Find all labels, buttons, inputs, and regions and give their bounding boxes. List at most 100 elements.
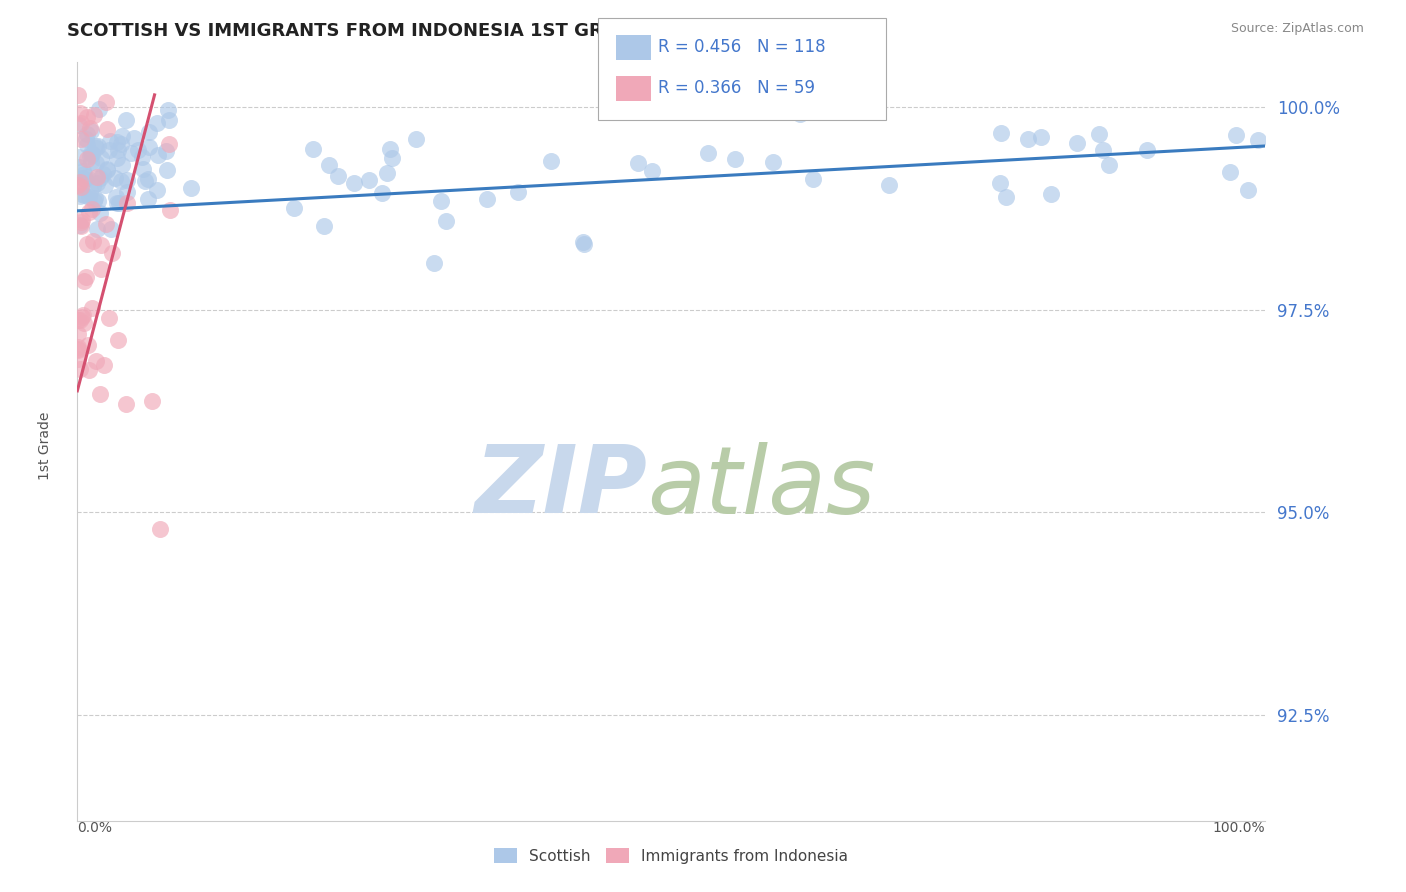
Point <box>96 162 118 177</box>
Point <box>94 95 117 110</box>
Text: 1st Grade: 1st Grade <box>38 412 52 480</box>
Point <box>1098 158 1121 172</box>
Point <box>283 201 305 215</box>
Point <box>70 213 93 227</box>
Point <box>104 189 127 203</box>
Point <box>107 333 129 347</box>
Point <box>328 169 350 183</box>
Point <box>122 130 145 145</box>
Point <box>80 146 103 161</box>
Point <box>156 163 179 178</box>
Point <box>73 168 96 182</box>
Point <box>136 172 159 186</box>
Point <box>72 164 94 178</box>
Point <box>69 175 91 189</box>
Point <box>641 164 664 178</box>
Point <box>89 206 111 220</box>
Point <box>434 214 457 228</box>
Text: 100.0%: 100.0% <box>1213 821 1265 835</box>
Point <box>79 121 101 136</box>
Point <box>70 116 93 130</box>
Point <box>157 103 180 117</box>
Point <box>79 149 101 163</box>
Point <box>104 171 127 186</box>
Point <box>76 152 98 166</box>
Point <box>86 176 108 190</box>
Point <box>100 246 122 260</box>
Point <box>157 113 180 128</box>
Point <box>84 139 107 153</box>
Point <box>96 162 118 177</box>
Point <box>96 122 118 136</box>
Point <box>380 142 402 156</box>
Point <box>76 127 98 141</box>
Point <box>76 137 98 152</box>
Point <box>72 308 94 322</box>
Point <box>66 88 89 103</box>
Point <box>66 343 89 357</box>
Point <box>76 110 98 124</box>
Point <box>89 103 111 117</box>
Point <box>76 169 98 184</box>
Point <box>66 178 89 192</box>
Point <box>90 238 112 252</box>
Point <box>508 185 530 199</box>
Point <box>141 394 163 409</box>
Point <box>76 236 98 251</box>
Point <box>1136 143 1159 157</box>
Point <box>180 181 202 195</box>
Text: atlas: atlas <box>648 442 876 533</box>
Point <box>314 219 336 234</box>
Point <box>66 343 89 357</box>
Point <box>107 196 129 211</box>
Point <box>138 125 160 139</box>
Point <box>789 107 811 121</box>
Text: Source: ZipAtlas.com: Source: ZipAtlas.com <box>1230 22 1364 36</box>
Point <box>1247 133 1270 147</box>
Point <box>107 143 129 157</box>
Point <box>86 170 108 185</box>
Point <box>75 172 97 186</box>
Point <box>110 174 132 188</box>
Point <box>149 522 172 536</box>
Point <box>405 131 427 145</box>
Point <box>66 326 89 341</box>
Point <box>801 171 824 186</box>
Point <box>100 221 122 235</box>
Point <box>1087 127 1109 141</box>
Point <box>98 310 121 325</box>
Text: R = 0.366   N = 59: R = 0.366 N = 59 <box>658 79 815 97</box>
Point <box>120 146 142 161</box>
Point <box>89 171 111 186</box>
Point <box>301 143 323 157</box>
Point <box>990 126 1012 140</box>
Point <box>110 136 132 151</box>
Point <box>72 186 94 201</box>
Point <box>67 351 90 366</box>
Point <box>67 160 90 174</box>
Point <box>67 118 90 132</box>
Point <box>84 155 107 169</box>
Point <box>91 167 114 181</box>
Point <box>697 145 720 160</box>
Point <box>82 178 104 193</box>
Point <box>107 195 129 210</box>
Point <box>87 139 110 153</box>
Text: R = 0.456   N = 118: R = 0.456 N = 118 <box>658 38 825 56</box>
Point <box>423 256 446 270</box>
Point <box>72 316 94 330</box>
Point <box>82 234 104 248</box>
Point <box>381 152 404 166</box>
Point <box>131 150 153 164</box>
Point <box>879 178 901 192</box>
Point <box>70 132 93 146</box>
Point <box>93 178 115 192</box>
Point <box>146 116 169 130</box>
Point <box>66 340 89 354</box>
Legend: Scottish, Immigrants from Indonesia: Scottish, Immigrants from Indonesia <box>488 842 855 870</box>
Point <box>93 358 115 372</box>
Point <box>146 148 169 162</box>
Point <box>572 235 595 249</box>
Point <box>69 219 91 234</box>
Point <box>155 144 177 158</box>
